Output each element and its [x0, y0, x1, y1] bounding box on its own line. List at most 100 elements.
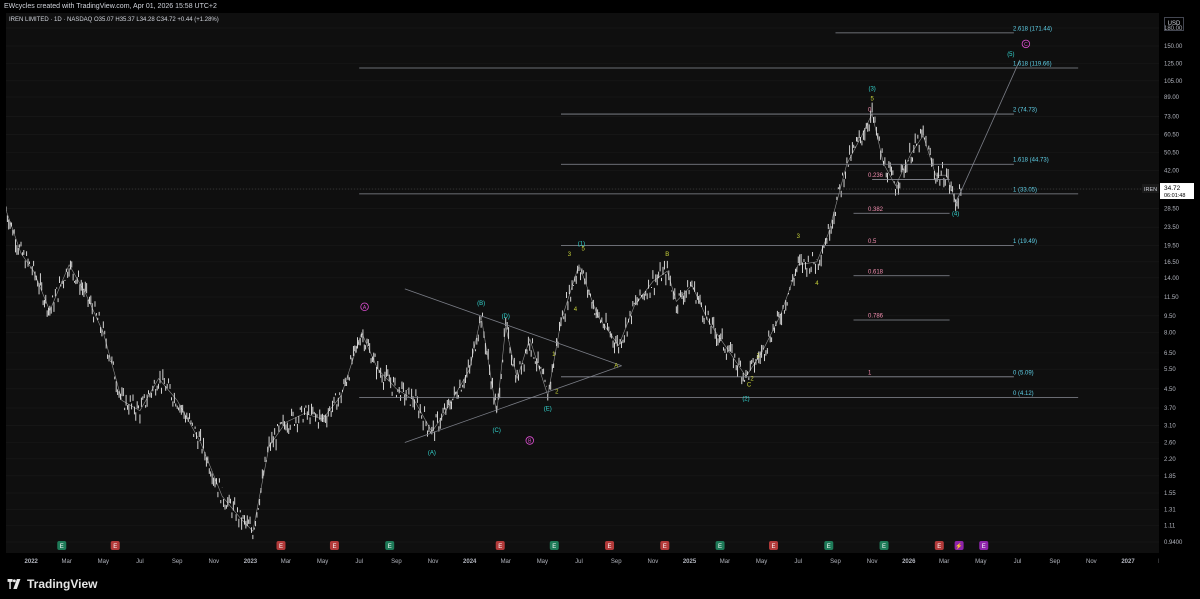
earnings-marker [769, 541, 779, 550]
ticker-tag: IREN [1144, 187, 1157, 193]
tradingview-logo-icon [7, 579, 21, 589]
wave-label: C [747, 383, 752, 389]
symbol-ohlc-legend[interactable]: IREN LIMITED · 1D · NASDAQ O35.07 H35.37… [9, 17, 219, 23]
price-tick-label: 50.50 [1164, 150, 1180, 156]
countdown-label: 06:01:48 [1164, 193, 1185, 199]
earnings-marker [934, 541, 944, 550]
earnings-marker-label: ⚡ [955, 542, 962, 550]
wave-label-circle [1021, 39, 1031, 49]
earnings-marker [385, 541, 395, 550]
time-tick-label: May [756, 559, 767, 565]
time-tick-label: Nov [428, 559, 439, 565]
wave-label: B [665, 252, 669, 258]
fib-level-label: 1.618 (44.73) [1013, 158, 1049, 164]
fib-ratio-label: 0.5 [868, 239, 877, 245]
price-tick-label: 5.50 [1164, 367, 1176, 373]
wave-label-circle [525, 436, 534, 445]
time-tick-label: Sep [391, 559, 402, 565]
earnings-marker-label: E [937, 544, 941, 550]
price-tick-label: 0.9400 [1164, 540, 1183, 546]
time-tick-label: Jul [1014, 559, 1022, 565]
time-tick-label: 2024 [463, 559, 477, 565]
wave-label: 5 [582, 247, 586, 253]
earnings-marker [329, 541, 339, 550]
price-tick-label: 3.10 [1164, 423, 1176, 429]
time-tick-label: Sep [1049, 559, 1060, 565]
price-tick-label: 180.00 [1164, 26, 1183, 32]
price-tick-label: 150.00 [1164, 44, 1183, 50]
price-tick-label: 23.50 [1164, 225, 1180, 231]
earnings-marker-label: E [608, 544, 612, 550]
time-tick-label: 2027 [1121, 559, 1135, 565]
currency-button[interactable]: USD [1164, 17, 1184, 31]
time-tick-label: Mar [61, 559, 71, 565]
earnings-marker-label: E [827, 544, 831, 550]
fib-level-label: 0 (4.12) [1013, 391, 1034, 397]
earnings-marker-label: E [388, 544, 392, 550]
time-tick-label: May [537, 559, 548, 565]
fib-level-label: 0 (5.09) [1013, 370, 1034, 376]
time-tick-label: 2026 [902, 559, 916, 565]
price-tick-label: 1.85 [1164, 474, 1176, 480]
price-tick-label: 105.00 [1164, 79, 1183, 85]
wave-label: 4 [815, 281, 819, 287]
wave-label: (1) [578, 241, 585, 247]
wave-label: 2 [555, 389, 559, 395]
credit-line: EWcycles created with TradingView.com, A… [4, 3, 217, 10]
time-tick-label: Jul [794, 559, 802, 565]
fib-level-label: 1 (19.49) [1013, 239, 1037, 245]
wave-label: A [614, 363, 618, 369]
wave-label: 2 [750, 377, 754, 383]
price-tick-label: 2.20 [1164, 457, 1176, 463]
fib-ratio-label: 0.618 [868, 269, 884, 275]
wave-label: 4 [574, 307, 578, 313]
earnings-marker [57, 541, 67, 550]
fib-ratio-label: 0 [868, 108, 872, 114]
earnings-marker-label: E [279, 544, 283, 550]
earnings-marker-label: E [718, 544, 722, 550]
earnings-marker-label: E [113, 544, 117, 550]
fib-ratio-label: 0.236 [868, 173, 884, 179]
tradingview-footer[interactable]: TradingView [6, 576, 97, 592]
wave-label: (3) [868, 87, 875, 93]
earnings-marker [954, 541, 964, 550]
time-tick-label: Nov [867, 559, 878, 565]
time-axis-svg: 2022 Mar May Jul Sep Nov 2023 Mar May Jul Sep Nov 20… [25, 559, 1200, 565]
time-tick-label: 2025 [683, 559, 697, 565]
wave-label: 1 [756, 354, 760, 360]
price-axis-svg: 180.00 150.00 125.00 105.00 89.00 73.00 60.50 5… [1160, 26, 1194, 546]
price-axis[interactable]: 180.00 150.00 125.00 105.00 89.00 73.00 60.50 5… [1160, 13, 1194, 553]
wave-label: (A) [428, 450, 436, 456]
price-tick-label: 1.31 [1164, 508, 1176, 514]
ticker-tag-bg [1142, 184, 1159, 194]
time-tick-label: Sep [830, 559, 841, 565]
price-tick-label: 89.00 [1164, 95, 1180, 101]
earnings-marker-label: E [772, 544, 776, 550]
time-tick-label: Nov [208, 559, 219, 565]
price-tick-label: 42.00 [1164, 168, 1180, 174]
chart-pane[interactable]: 2.618 (171.44) 1.618 (119.66) 2 (74.73) 0 1.… [5, 13, 1159, 553]
wave-label-circle [360, 302, 369, 312]
tradingview-brand: TradingView [27, 577, 98, 591]
wave-label: C [1024, 42, 1028, 48]
price-tick-label: 125.00 [1164, 62, 1183, 68]
wave-label: 3 [797, 234, 801, 240]
wave-label: (2) [742, 396, 749, 402]
price-tick-label: 60.50 [1164, 133, 1180, 139]
time-axis[interactable]: 2022 Mar May Jul Sep Nov 2023 Mar May Jul Sep Nov 20… [6, 553, 1200, 568]
earnings-marker [715, 541, 725, 550]
fib-ratio-label: 0.786 [868, 313, 884, 319]
wave-label: (4) [952, 211, 959, 217]
time-tick-label: Sep [611, 559, 622, 565]
time-tick-label: May [975, 559, 986, 565]
time-tick-label: Mar [720, 559, 730, 565]
time-tick-label: Mar [281, 559, 291, 565]
price-tick-label: 16.50 [1164, 260, 1180, 266]
earnings-marker-label: E [663, 544, 667, 550]
wave-label: (C) [493, 428, 501, 434]
time-tick-label: Mar [1158, 559, 1159, 565]
price-chart[interactable]: 2.618 (171.44) 1.618 (119.66) 2 (74.73) 0 1.… [5, 13, 1159, 553]
wave-label: (5) [1007, 52, 1014, 58]
earnings-marker [660, 541, 670, 550]
price-tick-label: 28.50 [1164, 206, 1180, 212]
